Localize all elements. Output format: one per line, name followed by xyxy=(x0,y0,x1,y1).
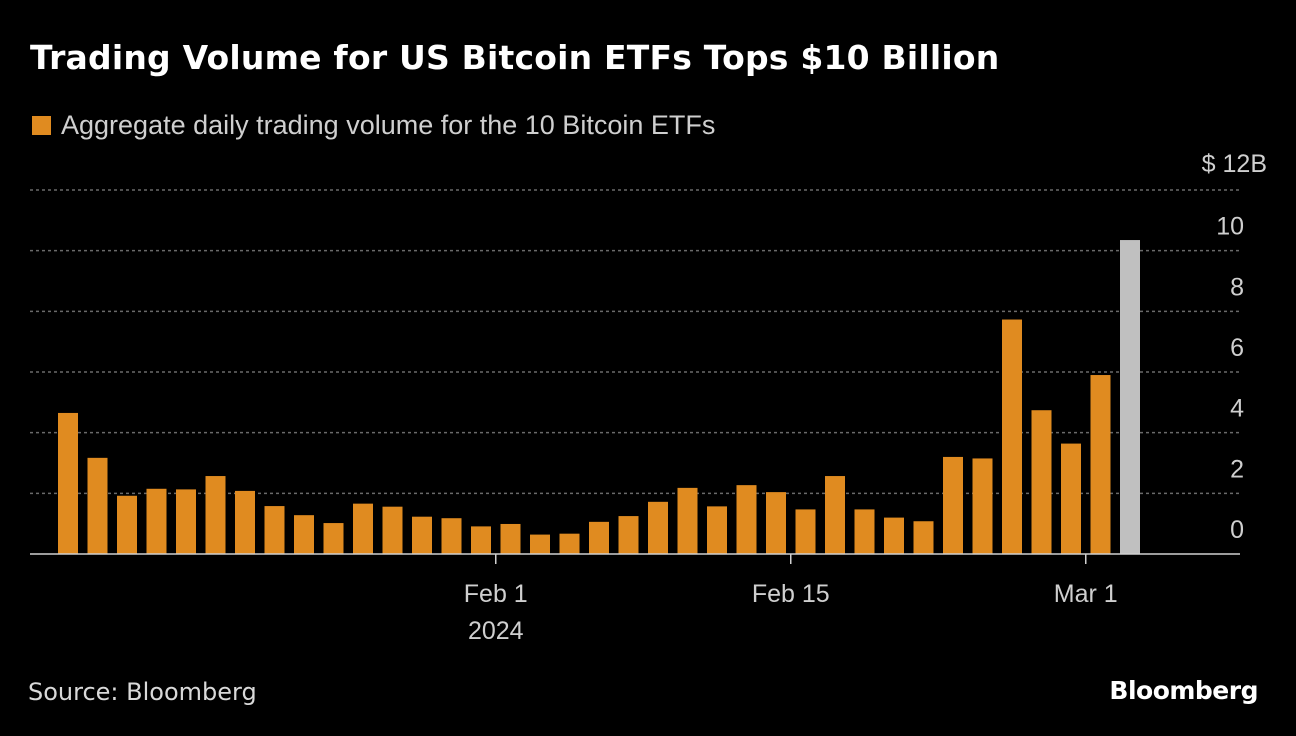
chart-title: Trading Volume for US Bitcoin ETFs Tops … xyxy=(30,38,1000,77)
bar xyxy=(825,476,845,554)
bar xyxy=(677,487,698,554)
y-unit-label: $ 12B xyxy=(1202,150,1267,178)
bar xyxy=(972,458,993,554)
axis-layer xyxy=(30,553,1240,564)
bar xyxy=(1031,410,1052,554)
bar xyxy=(412,516,432,554)
label-layer: 0 2 4 6 8 10 $ 12B Feb 1 2024 Feb 15 Mar 1 xyxy=(464,150,1267,645)
x-tick-sublabel: 2024 xyxy=(468,617,524,645)
bar xyxy=(913,521,934,554)
bar xyxy=(117,495,137,554)
bar xyxy=(707,506,727,554)
bar xyxy=(943,456,963,554)
source-note: Source: Bloomberg xyxy=(28,678,257,706)
grid-layer xyxy=(30,189,1240,495)
bar xyxy=(648,501,668,554)
y-tick-label: 10 xyxy=(1216,213,1244,241)
bar xyxy=(471,526,491,554)
bar xyxy=(441,518,462,554)
bar xyxy=(382,506,403,554)
bar xyxy=(1061,443,1081,554)
x-tick-label: Mar 1 xyxy=(1054,580,1118,608)
bar xyxy=(58,412,78,554)
y-tick-label: 6 xyxy=(1230,334,1244,362)
legend: Aggregate daily trading volume for the 1… xyxy=(32,110,715,141)
bar xyxy=(87,457,108,554)
legend-label: Aggregate daily trading volume for the 1… xyxy=(61,110,716,140)
bar xyxy=(176,489,196,554)
bar xyxy=(559,533,580,554)
bar xyxy=(1002,319,1022,554)
bloomberg-logo: Bloomberg xyxy=(1109,676,1258,705)
bar xyxy=(205,476,226,554)
bar xyxy=(766,492,786,554)
bar-layer xyxy=(58,240,1140,555)
bar xyxy=(235,490,255,554)
bar xyxy=(736,485,757,554)
bar xyxy=(146,488,167,554)
y-tick-label: 0 xyxy=(1230,516,1244,544)
bar xyxy=(264,506,285,554)
y-tick-label: 2 xyxy=(1230,455,1244,483)
bar xyxy=(884,517,904,554)
bar xyxy=(353,503,373,554)
bar xyxy=(589,521,609,554)
bar xyxy=(1090,375,1111,554)
bar xyxy=(530,534,550,554)
x-tick-label: Feb 15 xyxy=(752,580,830,608)
bar xyxy=(294,515,314,554)
bar xyxy=(618,516,639,554)
bar xyxy=(323,523,344,554)
legend-swatch xyxy=(32,116,51,135)
bar xyxy=(854,509,875,554)
x-tick-label: Feb 1 xyxy=(464,580,528,608)
bar-highlight xyxy=(1120,240,1140,555)
y-tick-label: 8 xyxy=(1230,273,1244,301)
bar xyxy=(795,509,816,554)
y-tick-label: 4 xyxy=(1230,395,1244,423)
bar xyxy=(500,523,521,554)
